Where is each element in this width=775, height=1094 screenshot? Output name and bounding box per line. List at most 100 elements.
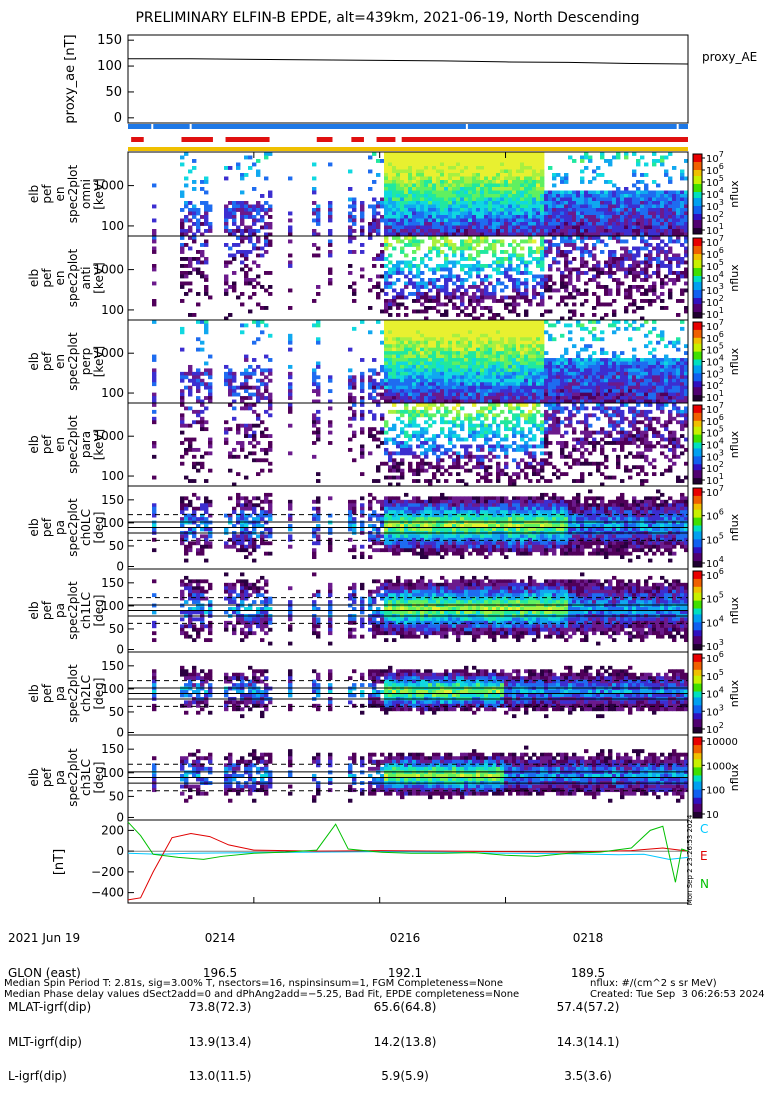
heatmap-cell bbox=[412, 187, 416, 191]
heatmap-cell bbox=[488, 396, 492, 400]
heatmap-cell bbox=[636, 191, 640, 195]
heatmap-cell bbox=[420, 240, 424, 244]
heatmap-cell bbox=[568, 368, 572, 372]
heatmap-cell bbox=[536, 208, 540, 212]
heatmap-cell bbox=[184, 177, 188, 181]
heatmap-cell bbox=[476, 358, 480, 362]
heatmap-cell bbox=[192, 222, 196, 226]
heatmap-cell bbox=[360, 389, 364, 393]
heatmap-cell bbox=[652, 327, 656, 331]
heatmap-cell bbox=[548, 191, 552, 195]
heatmap-cell bbox=[572, 289, 576, 293]
heatmap-cell bbox=[496, 201, 500, 205]
heatmap-cell bbox=[492, 159, 496, 163]
heatmap-cell bbox=[620, 393, 624, 397]
heatmap-cell bbox=[620, 365, 624, 369]
heatmap-cell bbox=[512, 268, 516, 272]
heatmap-cell bbox=[524, 362, 528, 366]
heatmap-cell bbox=[480, 215, 484, 219]
heatmap-cell bbox=[656, 296, 660, 300]
heatmap-cell bbox=[380, 379, 384, 383]
heatmap-cell bbox=[492, 386, 496, 390]
heatmap-cell bbox=[268, 222, 272, 226]
heatmap-cell bbox=[516, 194, 520, 198]
heatmap-cell bbox=[632, 254, 636, 258]
heatmap-cell bbox=[224, 275, 228, 279]
heatmap-cell bbox=[184, 282, 188, 286]
heatmap-cell bbox=[192, 208, 196, 212]
heatmap-cell bbox=[424, 327, 428, 331]
heatmap-cell bbox=[600, 285, 604, 289]
heatmap-cell bbox=[368, 226, 372, 230]
heatmap-cell bbox=[516, 222, 520, 226]
heatmap-cell bbox=[456, 219, 460, 223]
heatmap-cell bbox=[408, 184, 412, 188]
heatmap-cell bbox=[240, 396, 244, 400]
heatmap-cell bbox=[352, 205, 356, 209]
heatmap-cell bbox=[496, 351, 500, 355]
heatmap-cell bbox=[584, 236, 588, 240]
heatmap-cell bbox=[592, 243, 596, 247]
heatmap-cell bbox=[420, 334, 424, 338]
heatmap-cell bbox=[464, 191, 468, 195]
heatmap-cell bbox=[460, 208, 464, 212]
heatmap-cell bbox=[208, 382, 212, 386]
heatmap-cell bbox=[208, 372, 212, 376]
heatmap-cell bbox=[380, 330, 384, 334]
heatmap-cell bbox=[632, 310, 636, 314]
heatmap-cell bbox=[636, 275, 640, 279]
heatmap-cell bbox=[496, 173, 500, 177]
heatmap-cell bbox=[616, 355, 620, 359]
heatmap-cell bbox=[468, 375, 472, 379]
heatmap-cell bbox=[392, 337, 396, 341]
heatmap-cell bbox=[548, 368, 552, 372]
heatmap-cell bbox=[520, 184, 524, 188]
heatmap-cell bbox=[420, 177, 424, 181]
heatmap-cell bbox=[504, 173, 508, 177]
heatmap-cell bbox=[424, 362, 428, 366]
heatmap-cell bbox=[556, 393, 560, 397]
heatmap-cell bbox=[404, 396, 408, 400]
heatmap-cell bbox=[196, 303, 200, 307]
heatmap-cell bbox=[312, 201, 316, 205]
heatmap-cell bbox=[400, 382, 404, 386]
heatmap-cell bbox=[476, 212, 480, 216]
heatmap-cell bbox=[548, 365, 552, 369]
heatmap-cell bbox=[588, 358, 592, 362]
heatmap-cell bbox=[224, 282, 228, 286]
heatmap-cell bbox=[672, 282, 676, 286]
heatmap-cell bbox=[408, 327, 412, 331]
heatmap-cell bbox=[676, 299, 680, 303]
heatmap-cell bbox=[532, 362, 536, 366]
heatmap-cell bbox=[588, 208, 592, 212]
heatmap-cell bbox=[392, 341, 396, 345]
heatmap-cell bbox=[188, 289, 192, 293]
heatmap-cell bbox=[496, 365, 500, 369]
heatmap-cell bbox=[204, 275, 208, 279]
heatmap-cell bbox=[460, 379, 464, 383]
heatmap-cell bbox=[416, 177, 420, 181]
heatmap-cell bbox=[628, 303, 632, 307]
heatmap-cell bbox=[436, 170, 440, 174]
heatmap-cell bbox=[492, 180, 496, 184]
heatmap-cell bbox=[456, 393, 460, 397]
heatmap-cell bbox=[420, 355, 424, 359]
heatmap-cell bbox=[664, 386, 668, 390]
heatmap-cell bbox=[660, 163, 664, 167]
heatmap-cell bbox=[464, 198, 468, 202]
heatmap-cell bbox=[416, 226, 420, 230]
heatmap-cell bbox=[636, 375, 640, 379]
heatmap-cell bbox=[480, 282, 484, 286]
heatmap-cell bbox=[612, 215, 616, 219]
heatmap-cell bbox=[632, 358, 636, 362]
heatmap-cell bbox=[448, 268, 452, 272]
heatmap-cell bbox=[188, 226, 192, 230]
heatmap-cell bbox=[408, 219, 412, 223]
heatmap-cell bbox=[404, 156, 408, 160]
heatmap-cell bbox=[664, 257, 668, 261]
heatmap-cell bbox=[452, 341, 456, 345]
heatmap-cell bbox=[472, 170, 476, 174]
heatmap-cell bbox=[536, 292, 540, 296]
heatmap-cell bbox=[628, 292, 632, 296]
heatmap-cell bbox=[444, 351, 448, 355]
